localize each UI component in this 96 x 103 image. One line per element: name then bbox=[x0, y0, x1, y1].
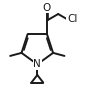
Text: N: N bbox=[33, 59, 41, 69]
Text: O: O bbox=[42, 3, 51, 13]
Text: Cl: Cl bbox=[67, 14, 77, 24]
